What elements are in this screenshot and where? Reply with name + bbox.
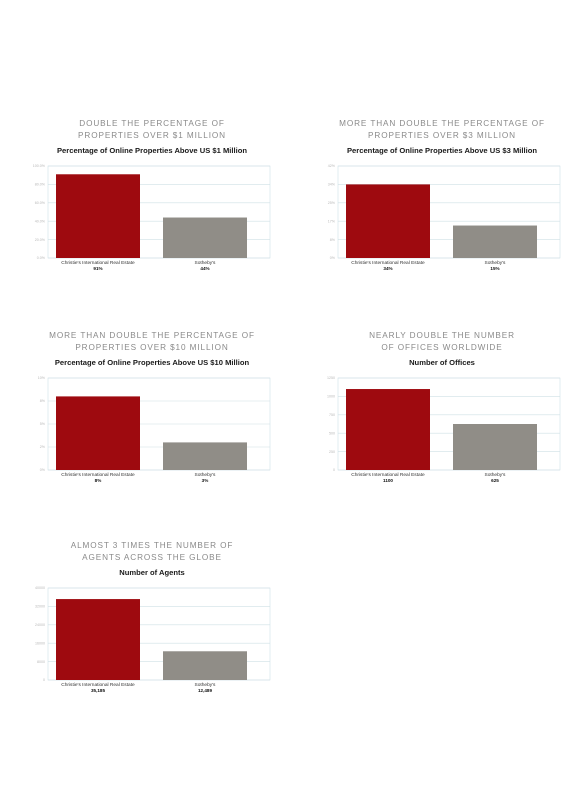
- y-tick-label: 24000: [35, 623, 45, 627]
- value-label: 8%: [95, 478, 102, 483]
- plot-frame: [337, 377, 561, 471]
- chart-headline-line: OF OFFICES WORLDWIDE: [381, 343, 503, 352]
- y-tick-label: 80.0%: [35, 183, 46, 187]
- chart-title: Number of Offices: [409, 358, 475, 367]
- bar-chart-plot: 0% 2% 5% 8% 10% Christie's International Real…: [38, 376, 271, 483]
- category-label: Christie's International Real Estate: [61, 682, 135, 688]
- y-tick-label: 8000: [37, 660, 45, 664]
- y-tick-label: 20.0%: [35, 238, 46, 242]
- chart-panel-4: NEARLY DOUBLE THE NUMBER OF OFFICES WORLD…: [310, 330, 561, 520]
- value-label: 625: [491, 478, 499, 483]
- bar: [56, 396, 140, 470]
- plot-frame: [47, 165, 271, 259]
- chart-headline-line: MORE THAN DOUBLE THE PERCENTAGE OF: [49, 331, 255, 340]
- bar-chart-plot: 0 250 500 750 1000 1250 Christie's Internation…: [327, 376, 561, 483]
- value-label: 34%: [383, 266, 392, 271]
- plot-frame: [337, 165, 561, 259]
- category-label: Christie's International Real Estate: [61, 260, 135, 266]
- y-tick-label: 8%: [40, 399, 46, 403]
- chart-headline-line: PROPERTIES OVER $3 MILLION: [368, 131, 516, 140]
- y-tick-label: 40.0%: [35, 219, 46, 223]
- value-label: 35,185: [91, 688, 105, 693]
- y-tick-label: 0%: [330, 256, 336, 260]
- plot-frame: [47, 587, 271, 681]
- value-label: 44%: [200, 266, 209, 271]
- bar: [163, 651, 247, 680]
- y-tick-label: 60.0%: [35, 201, 46, 205]
- y-tick-label: 0: [43, 678, 45, 682]
- category-label: Sotheby's: [195, 472, 217, 478]
- bar-chart-plot: 0% 8% 17% 25% 34% 42% Christie's International…: [328, 164, 561, 271]
- y-tick-label: 1000: [327, 395, 335, 399]
- chart-headline: ALMOST 3 TIMES THE NUMBER OF AGENTS ACROS…: [32, 540, 272, 564]
- y-tick-label: 16000: [35, 641, 45, 645]
- y-tick-label: 8%: [330, 238, 336, 242]
- chart-headline: NEARLY DOUBLE THE NUMBER OF OFFICES WORLD…: [322, 330, 562, 354]
- y-tick-label: 40000: [35, 586, 45, 590]
- y-tick-label: 100.0%: [33, 164, 46, 168]
- category-label: Christie's International Real Estate: [351, 260, 425, 266]
- y-tick-label: 750: [329, 413, 335, 417]
- bar: [346, 389, 430, 470]
- chart-headline: DOUBLE THE PERCENTAGE OF PROPERTIES OVER …: [32, 118, 272, 142]
- chart-headline-line: NEARLY DOUBLE THE NUMBER: [369, 331, 515, 340]
- y-tick-label: 34%: [328, 183, 336, 187]
- y-tick-label: 42%: [328, 164, 336, 168]
- y-tick-label: 5%: [40, 422, 46, 426]
- category-label: Christie's International Real Estate: [351, 472, 425, 478]
- category-label: Sotheby's: [195, 260, 217, 266]
- y-tick-label: 32000: [35, 605, 45, 609]
- value-label: 91%: [93, 266, 102, 271]
- chart-panel-3: MORE THAN DOUBLE THE PERCENTAGE OF PROPER…: [20, 330, 271, 520]
- y-tick-label: 2%: [40, 445, 46, 449]
- chart-headline-line: MORE THAN DOUBLE THE PERCENTAGE OF: [339, 119, 545, 128]
- chart-headline-line: DOUBLE THE PERCENTAGE OF: [79, 119, 225, 128]
- y-tick-label: 10%: [38, 376, 46, 380]
- chart-headline-line: PROPERTIES OVER $10 MILLION: [75, 343, 229, 352]
- value-label: 3%: [202, 478, 209, 483]
- category-label: Sotheby's: [195, 682, 217, 688]
- y-tick-label: 0%: [40, 468, 46, 472]
- chart-title: Number of Agents: [119, 568, 185, 577]
- plot-frame: [47, 377, 271, 471]
- bar: [163, 442, 247, 470]
- y-tick-label: 0.0%: [37, 256, 46, 260]
- chart-title: Percentage of Online Properties Above US…: [346, 146, 538, 155]
- y-tick-label: 500: [329, 431, 335, 435]
- y-tick-label: 250: [329, 450, 335, 454]
- category-label: Sotheby's: [485, 472, 507, 478]
- chart-headline: MORE THAN DOUBLE THE PERCENTAGE OF PROPER…: [32, 330, 272, 354]
- value-label: 12,489: [198, 688, 212, 693]
- bar: [56, 174, 140, 258]
- chart-title: Percentage of Online Properties Above US…: [54, 358, 250, 367]
- chart-headline-line: PROPERTIES OVER $1 MILLION: [78, 131, 226, 140]
- y-tick-label: 25%: [328, 201, 336, 205]
- bar-chart-plot: 0.0% 20.0% 40.0% 60.0% 80.0% 100.0% Christie's…: [33, 164, 271, 271]
- bar: [56, 599, 140, 680]
- chart-panel-5: ALMOST 3 TIMES THE NUMBER OF AGENTS ACROS…: [20, 540, 271, 730]
- y-tick-label: 1250: [327, 376, 335, 380]
- y-tick-label: 17%: [328, 219, 336, 223]
- bar: [453, 424, 537, 470]
- chart-headline-line: AGENTS ACROSS THE GLOBE: [82, 553, 222, 562]
- category-label: Sotheby's: [485, 260, 507, 266]
- y-tick-label: 0: [333, 468, 335, 472]
- chart-title: Percentage of Online Properties Above US…: [56, 146, 248, 155]
- value-label: 15%: [490, 266, 499, 271]
- bar: [163, 217, 247, 258]
- chart-panel-2: MORE THAN DOUBLE THE PERCENTAGE OF PROPER…: [310, 118, 561, 308]
- value-label: 1100: [383, 478, 393, 483]
- bar: [453, 225, 537, 258]
- bar-chart-plot: 0 8000 16000 24000 32000 40000 Christie's Inte…: [35, 586, 271, 693]
- category-label: Christie's International Real Estate: [61, 472, 135, 478]
- bar: [346, 184, 430, 258]
- chart-headline-line: ALMOST 3 TIMES THE NUMBER OF: [70, 541, 234, 550]
- chart-headline: MORE THAN DOUBLE THE PERCENTAGE OF PROPER…: [322, 118, 562, 142]
- chart-panel-1: DOUBLE THE PERCENTAGE OF PROPERTIES OVER …: [20, 118, 271, 308]
